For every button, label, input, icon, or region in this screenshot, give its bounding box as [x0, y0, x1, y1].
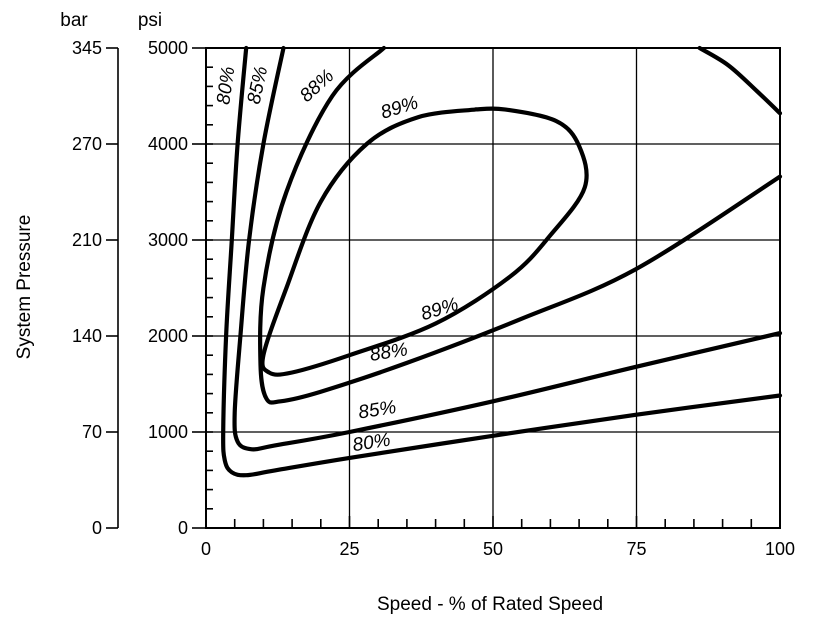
contour-lines — [221, 45, 783, 478]
bar-tick-label-1: 70 — [82, 422, 102, 442]
psi-tick-label-1000: 1000 — [148, 422, 188, 442]
y-axis-title: System Pressure — [14, 215, 35, 360]
x-tick-label-50: 50 — [483, 539, 503, 559]
contour-85pct-1 — [232, 45, 783, 452]
bar-unit-label: bar — [60, 10, 88, 31]
contour-label-2: 88% — [296, 66, 338, 107]
x-axis-title: Speed - % of Rated Speed — [377, 594, 603, 615]
psi-unit-label: psi — [138, 10, 162, 31]
bar-tick-label-4: 270 — [72, 134, 102, 154]
psi-tick-label-2000: 2000 — [148, 326, 188, 346]
contour-label-4: 89% — [418, 294, 461, 325]
contour-label-1: 85% — [244, 64, 272, 106]
contour-label-6: 85% — [357, 397, 398, 424]
psi-tick-label-3000: 3000 — [148, 230, 188, 250]
psi-tick-label-0: 0 — [178, 518, 188, 538]
contour-labels: 80% 85% 88%89%89%88%85%80% — [213, 64, 461, 456]
contour-unlabeled-4 — [697, 45, 783, 116]
psi-tick-label-5000: 5000 — [148, 38, 188, 58]
contour-label-0: 80% — [213, 65, 239, 106]
bar-tick-label-0: 0 — [92, 518, 102, 538]
x-tick-label-75: 75 — [626, 539, 646, 559]
axes: 0 25 50 75 100010002000300040005000070140210… — [72, 38, 795, 559]
psi-tick-label-4000: 4000 — [148, 134, 188, 154]
contour-88pct-2 — [258, 45, 783, 405]
x-tick-label-100: 100 — [765, 539, 795, 559]
contour-label-5: 88% — [368, 339, 409, 366]
x-tick-label-25: 25 — [339, 539, 359, 559]
contour-89pct-3 — [260, 106, 589, 377]
bar-tick-label-3: 210 — [72, 230, 102, 250]
bar-tick-label-5: 345 — [72, 38, 102, 58]
contour-80pct-0 — [221, 45, 783, 478]
bar-tick-label-2: 140 — [72, 326, 102, 346]
x-tick-label-0: 0 — [201, 539, 211, 559]
